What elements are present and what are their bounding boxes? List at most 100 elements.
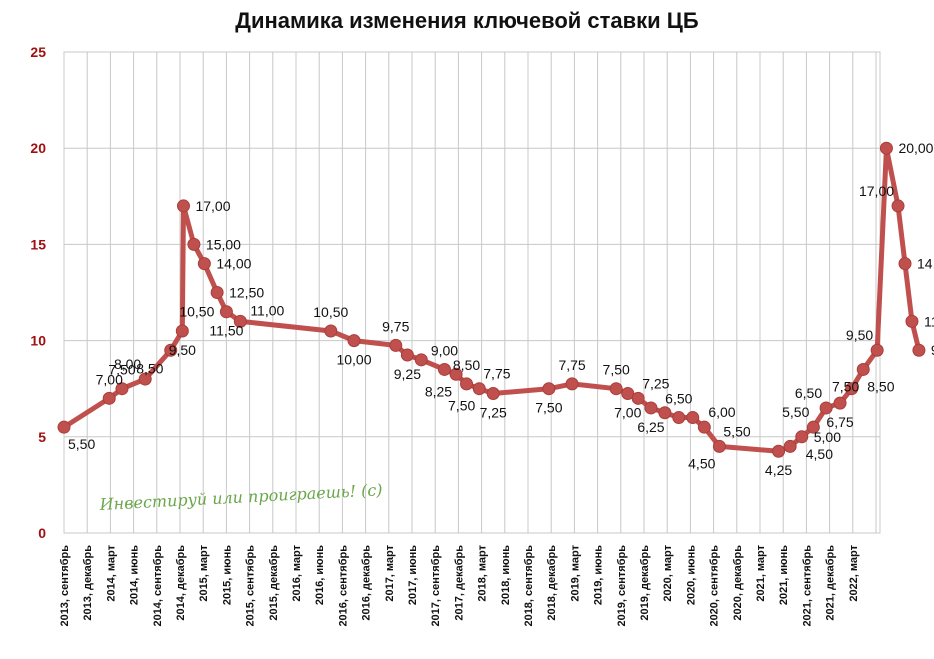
- data-label: 4,25: [765, 462, 792, 478]
- data-points: [57, 141, 926, 458]
- data-label: 7,00: [96, 371, 123, 387]
- data-point: [233, 314, 247, 328]
- data-label: 7,25: [480, 405, 507, 421]
- data-point: [324, 324, 338, 338]
- x-tick-label: 2017, сентябрь: [430, 545, 442, 627]
- data-label: 9,50: [169, 342, 196, 358]
- x-tick-label: 2014, декабрь: [175, 545, 187, 621]
- x-tick-label: 2013, декабрь: [82, 545, 94, 621]
- data-label: 4,50: [688, 455, 715, 471]
- data-point: [389, 338, 403, 352]
- x-tick-label: 2016, июнь: [314, 545, 326, 605]
- data-label: 7,50: [535, 400, 562, 416]
- x-tick-label: 2018, июнь: [500, 545, 512, 605]
- data-point: [210, 286, 224, 299]
- plot-border: [63, 51, 881, 534]
- axes: 0 5 10 15 20 25 2013, сентябрь 2013, декабрь 201…: [30, 44, 859, 627]
- data-point: [856, 362, 870, 376]
- y-tick-label: 15: [30, 236, 46, 252]
- x-tick-label: 2018, сентябрь: [523, 545, 535, 627]
- data-point: [697, 420, 711, 434]
- data-label: 7,50: [108, 362, 135, 378]
- data-point: [414, 353, 428, 367]
- data-label: 6,50: [665, 391, 692, 407]
- data-label: 14,00: [216, 256, 251, 272]
- data-label: 11,00: [924, 313, 934, 329]
- data-point: [879, 141, 893, 155]
- x-tick-label: 2021, июнь: [778, 545, 790, 605]
- data-label: 7,50: [603, 362, 630, 378]
- data-point: [898, 257, 912, 271]
- data-point: [57, 420, 71, 434]
- data-label: 9,50: [931, 342, 934, 358]
- data-label: 7,75: [483, 366, 510, 382]
- x-tick-label: 2021, март: [755, 544, 767, 601]
- data-label: 5,50: [782, 404, 809, 420]
- data-label: 9,25: [394, 366, 421, 382]
- x-tick-label: 2019, сентябрь: [616, 545, 628, 627]
- data-point: [176, 199, 190, 213]
- x-tick-label: 2013, сентябрь: [59, 545, 71, 627]
- x-tick-label: 2020, сентябрь: [709, 545, 721, 627]
- data-label: 6,25: [637, 419, 664, 435]
- data-point: [472, 382, 486, 396]
- x-tick-label: 2021, сентябрь: [801, 545, 813, 627]
- data-point: [644, 401, 658, 415]
- data-point: [658, 406, 672, 420]
- x-tick-label: 2020, март: [662, 544, 674, 601]
- x-tick-label: 2015, сентябрь: [245, 545, 257, 627]
- y-tick-label: 5: [38, 429, 46, 445]
- x-tick-label: 2016, декабрь: [361, 545, 373, 621]
- data-point: [164, 343, 178, 357]
- data-label: 10,50: [313, 304, 348, 320]
- data-label: 10,00: [336, 352, 371, 368]
- x-tick-label: 2018, декабрь: [546, 545, 558, 621]
- x-tick-label: 2014, июнь: [129, 545, 141, 605]
- data-labels: 5,507,007,508,009,5017,0015,0014,0012,50…: [68, 140, 934, 478]
- data-label: 7,25: [642, 375, 669, 391]
- data-label: 9,00: [431, 342, 458, 358]
- data-label: 9,50: [846, 327, 873, 343]
- data-point: [905, 314, 919, 328]
- x-tick-label: 2017, март: [384, 544, 396, 601]
- x-tick-label: 2015, март: [198, 544, 210, 601]
- x-tick-label: 2014, март: [105, 544, 117, 601]
- data-label: 5,50: [68, 436, 95, 452]
- data-point: [819, 401, 833, 415]
- data-label: 8,50: [867, 378, 894, 394]
- x-tick-label: 2016, март: [291, 544, 303, 601]
- data-point: [783, 439, 797, 453]
- watermark-text: Инвестируй или проиграешь! (с): [98, 480, 383, 514]
- x-tick-label: 2019, июнь: [593, 545, 605, 605]
- x-tick-label: 2018, март: [477, 544, 489, 601]
- data-point: [400, 348, 414, 362]
- x-tick-label: 2021, декабрь: [825, 545, 837, 621]
- data-point: [686, 411, 700, 425]
- data-point: [870, 343, 884, 357]
- x-tick-label: 2017, декабрь: [453, 545, 465, 621]
- data-point: [347, 334, 361, 348]
- data-point: [833, 396, 847, 410]
- data-label: 5,50: [723, 423, 750, 439]
- data-point: [542, 382, 556, 396]
- x-tick-label: 2015, июнь: [221, 545, 233, 605]
- data-label: 6,50: [795, 385, 822, 401]
- y-tick-label: 0: [38, 525, 46, 541]
- data-point: [845, 382, 859, 396]
- x-tick-label: 2020, декабрь: [732, 545, 744, 621]
- data-point: [712, 439, 726, 453]
- data-point: [772, 444, 786, 458]
- data-label: 6,75: [826, 414, 853, 430]
- data-label: 8,00: [114, 356, 141, 372]
- data-point: [115, 382, 129, 396]
- data-point: [631, 391, 645, 405]
- x-tick-label: 2015, декабрь: [268, 545, 280, 621]
- data-point: [565, 377, 579, 391]
- data-point: [806, 420, 820, 434]
- data-label: 7,50: [448, 398, 475, 414]
- data-point: [219, 305, 233, 319]
- x-tick-label: 2016, сентябрь: [337, 545, 349, 627]
- data-point: [912, 343, 926, 357]
- data-label: 4,50: [806, 446, 833, 462]
- data-point: [187, 237, 201, 251]
